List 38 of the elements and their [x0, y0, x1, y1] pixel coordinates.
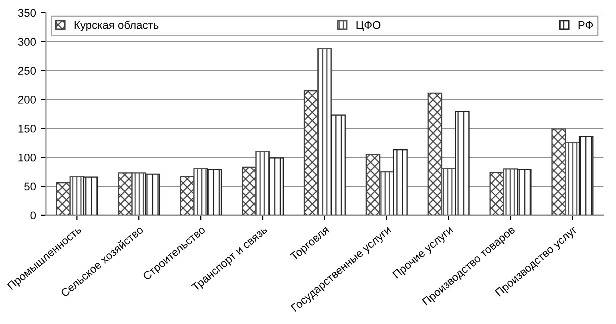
bar [490, 172, 505, 216]
bar [552, 128, 566, 216]
y-tick-label: 350 [18, 9, 36, 18]
bar [269, 158, 284, 216]
y-tick-label: 150 [18, 124, 36, 133]
bar [318, 48, 332, 216]
bar [83, 176, 98, 216]
bar [118, 172, 133, 216]
bar [304, 90, 319, 216]
y-tick-label: 0 [30, 212, 36, 220]
bar [180, 176, 195, 216]
bar [242, 166, 257, 216]
legend-label: РФ [578, 21, 594, 30]
bar [56, 182, 71, 216]
y-tick-label: 200 [18, 96, 36, 104]
bar [366, 154, 381, 216]
bar [441, 168, 456, 216]
bar [503, 168, 518, 216]
y-tick-label: 50 [24, 182, 36, 191]
bar [428, 92, 443, 216]
y-tick-label: 250 [18, 67, 36, 75]
bar [517, 169, 532, 216]
y-tick-label: 100 [18, 154, 36, 162]
bar [70, 176, 85, 216]
bar [331, 114, 346, 216]
bar [145, 174, 160, 216]
bar [455, 111, 470, 216]
legend-label: Курская область [74, 20, 159, 32]
bar [578, 136, 594, 216]
bar [565, 142, 580, 216]
bar [194, 168, 208, 216]
bar [393, 150, 408, 216]
bar [256, 151, 270, 216]
y-tick-label: 300 [18, 38, 36, 46]
bar [380, 172, 394, 216]
bar [132, 172, 146, 216]
legend-label: ЦФО [356, 21, 381, 32]
bar [207, 169, 222, 216]
